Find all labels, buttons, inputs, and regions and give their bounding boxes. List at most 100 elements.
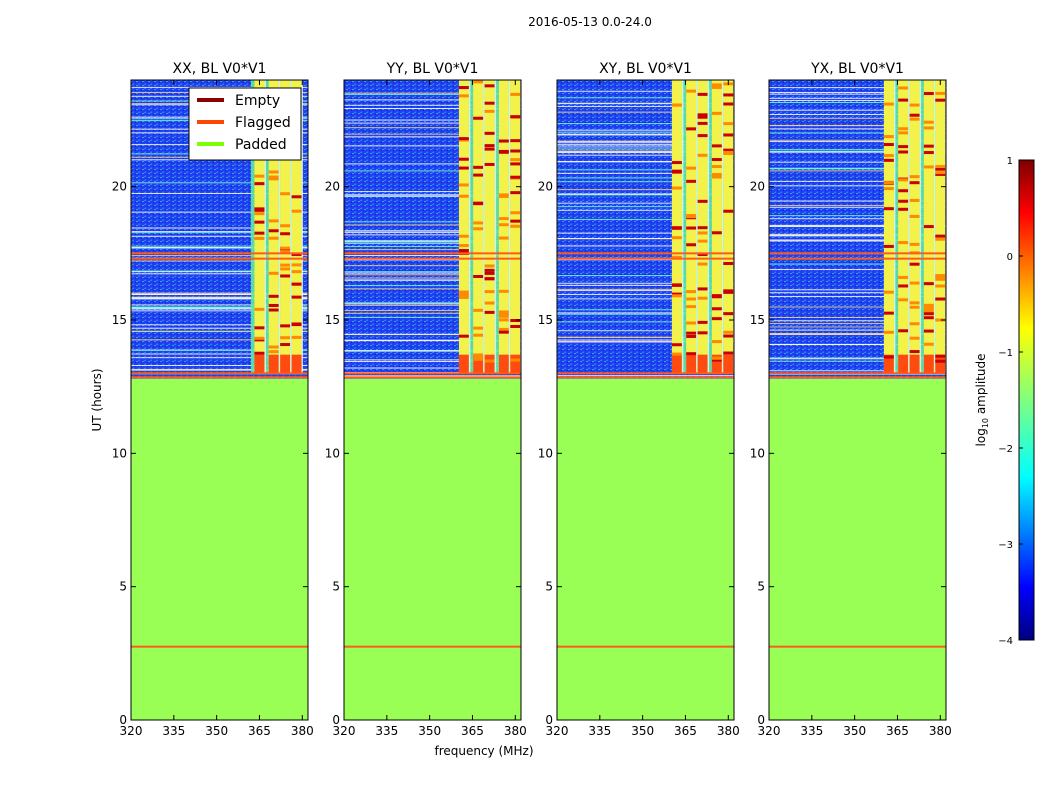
rfi-row	[344, 242, 521, 244]
rfi-row	[344, 340, 521, 342]
band-hot-cell	[697, 134, 708, 138]
rfi-row	[344, 240, 521, 242]
rfi-row	[131, 247, 308, 249]
band-hot-cell	[280, 250, 291, 254]
band-hot	[458, 354, 469, 374]
band-hot	[935, 354, 946, 374]
rfi-row	[769, 128, 946, 130]
band-hot-cell	[268, 236, 279, 240]
rfi-row	[344, 145, 521, 147]
rfi-row	[557, 206, 734, 208]
rfi-row	[557, 238, 734, 240]
y-tick-label: 15	[750, 313, 765, 327]
band-hot-cell	[898, 284, 909, 288]
band-column	[498, 80, 509, 374]
band-hot-cell	[909, 198, 920, 202]
band-hot-cell	[458, 157, 469, 161]
rfi-row	[557, 293, 734, 295]
band-hot-cell	[510, 319, 521, 323]
band-gap	[681, 80, 684, 374]
y-tick-label: 5	[545, 580, 553, 594]
band-hot-cell	[686, 352, 697, 356]
band-hot	[268, 354, 279, 374]
rfi-row	[557, 129, 734, 131]
band-hot-cell	[935, 318, 946, 322]
band-hot-cell	[711, 85, 722, 89]
rfi-row	[344, 375, 521, 377]
band-hot-cell	[254, 231, 265, 235]
band-hot-cell	[723, 93, 734, 97]
band-hot-cell	[723, 351, 734, 355]
band-hot-cell	[711, 356, 722, 360]
x-tick-label: 350	[418, 724, 441, 738]
band-hot-cell	[484, 131, 495, 135]
band-hot-cell	[711, 158, 722, 162]
band-hot-cell	[935, 275, 946, 279]
band-hot	[723, 354, 734, 374]
rfi-row	[131, 369, 308, 371]
colorbar-tick-label: −1	[998, 348, 1013, 359]
rfi-row	[344, 339, 521, 341]
band-hot-cell	[458, 183, 469, 187]
legend-label-flagged: Flagged	[235, 115, 291, 131]
band-hot-cell	[254, 236, 265, 240]
band-hot-cell	[498, 194, 509, 198]
band-hot-cell	[686, 290, 697, 294]
band-hot-cell	[473, 333, 484, 337]
y-tick-label: 10	[325, 446, 340, 460]
band-hot-cell	[723, 122, 734, 126]
y-tick-label: 10	[750, 446, 765, 460]
band-hot-cell	[291, 209, 302, 213]
rfi-row	[769, 360, 946, 362]
band-hot-cell	[697, 239, 708, 243]
x-tick-label: 365	[886, 724, 909, 738]
band-hot-cell	[711, 165, 722, 169]
rfi-row	[131, 308, 308, 310]
band-hot-cell	[268, 170, 279, 174]
rfi-row	[344, 241, 521, 243]
rfi-row	[769, 124, 946, 126]
band-hot-cell	[883, 355, 894, 359]
band-hot-cell	[697, 153, 708, 157]
rfi-row	[557, 312, 734, 314]
padded-region	[769, 378, 946, 720]
x-tick-label: 365	[248, 724, 271, 738]
rfi-row	[131, 297, 308, 299]
band-hot-cell	[510, 149, 521, 153]
band-hot-cell	[473, 116, 484, 120]
panel-2: XY, BL V0*V1 320 335 350 365 380 0 5 10 15 20	[538, 61, 740, 738]
band-column	[254, 80, 265, 374]
band-hot-cell	[883, 187, 894, 191]
rfi-row	[769, 185, 946, 187]
colorbar-ticks: 1 0 −1 −2 −3 −4	[998, 156, 1023, 647]
rfi-row	[557, 288, 734, 290]
band-hot-cell	[697, 296, 708, 300]
band-hot-cell	[898, 150, 909, 154]
rfi-row	[557, 232, 734, 234]
band-hot-cell	[498, 223, 509, 227]
x-tick-label: 335	[375, 724, 398, 738]
band-hot-cell	[935, 274, 946, 278]
band-hot-cell	[935, 234, 946, 238]
band-hot-cell	[909, 113, 920, 117]
band-gap	[468, 80, 471, 374]
band-hot	[671, 354, 682, 374]
x-tick-label: 320	[758, 724, 781, 738]
band-hot-cell	[473, 165, 484, 169]
rfi-row	[557, 134, 734, 136]
band-hot-cell	[935, 297, 946, 301]
band-hot	[291, 354, 302, 374]
x-tick-label: 320	[333, 724, 356, 738]
band-hot-cell	[268, 294, 279, 298]
rfi-row	[769, 206, 946, 208]
x-tick-label: 320	[546, 724, 569, 738]
band-hot-cell	[671, 236, 682, 240]
band-hot-cell	[923, 308, 934, 312]
band-hot-cell	[923, 165, 934, 169]
flagged-row	[131, 252, 308, 255]
band-gap	[494, 80, 497, 374]
band-hot-cell	[484, 84, 495, 88]
band-hot-cell	[510, 358, 521, 362]
rfi-row	[769, 322, 946, 324]
